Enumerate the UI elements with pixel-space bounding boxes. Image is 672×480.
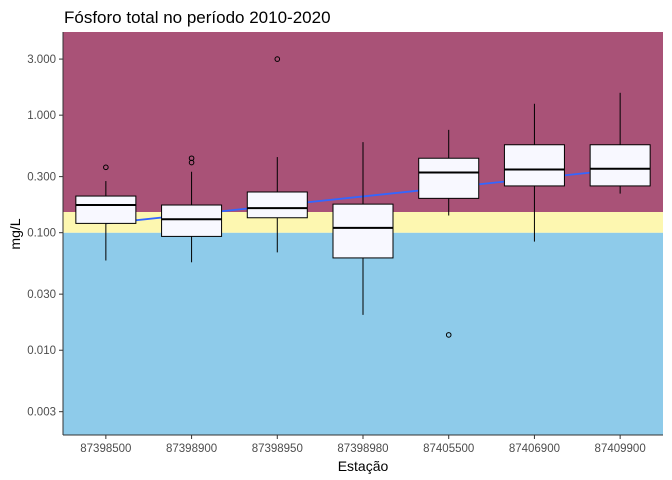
box-iqr <box>418 157 480 199</box>
x-axis-title: Estação <box>338 458 389 474</box>
outlier-point <box>274 56 281 62</box>
y-axis: 0.003 0.010 0.030 0.100 0.300 1.000 3.000 <box>27 32 64 435</box>
boxplot-87405500 <box>418 129 480 338</box>
outlier-point <box>188 155 195 162</box>
box-iqr <box>589 144 651 187</box>
box-iqr <box>161 204 223 237</box>
y-tick-label: 0.003 <box>27 407 56 419</box>
boxplots <box>75 56 651 338</box>
boxplot-87409900 <box>589 92 651 194</box>
boxplot-87398500 <box>75 164 137 261</box>
y-tick-label: 3.000 <box>27 54 56 66</box>
y-tick-label: 0.100 <box>27 228 56 240</box>
outlier-point <box>103 164 109 171</box>
y-tick-label: 1.000 <box>27 110 56 122</box>
x-tick-label: 87398900 <box>166 443 217 455</box>
x-tick-label: 87405500 <box>423 443 474 455</box>
chart-title: Fósforo total no período 2010-2020 <box>64 8 331 27</box>
boxplot-87406900 <box>503 103 565 242</box>
box-iqr <box>332 203 394 259</box>
box-iqr <box>246 191 308 219</box>
x-tick-label: 87398500 <box>80 443 131 455</box>
x-tick-label: 87398950 <box>252 443 303 455</box>
y-tick-label: 0.010 <box>27 345 56 357</box>
y-axis-title: mg/L <box>7 218 23 249</box>
x-tick-label: 87398980 <box>337 443 388 455</box>
boxplot-87398950 <box>246 56 308 253</box>
boxplot-87398900 <box>161 155 223 263</box>
box-iqr <box>75 195 137 224</box>
box-iqr <box>503 144 565 187</box>
outlier-point <box>445 332 452 338</box>
y-tick-label: 0.300 <box>27 172 56 184</box>
x-axis: 87398500 87398900 87398950 87398980 87405500… <box>63 434 663 455</box>
x-tick-label: 87406900 <box>509 443 560 455</box>
boxplot-87398980 <box>332 142 394 315</box>
y-tick-label: 0.030 <box>27 289 56 301</box>
x-tick-label: 87409900 <box>595 443 646 455</box>
